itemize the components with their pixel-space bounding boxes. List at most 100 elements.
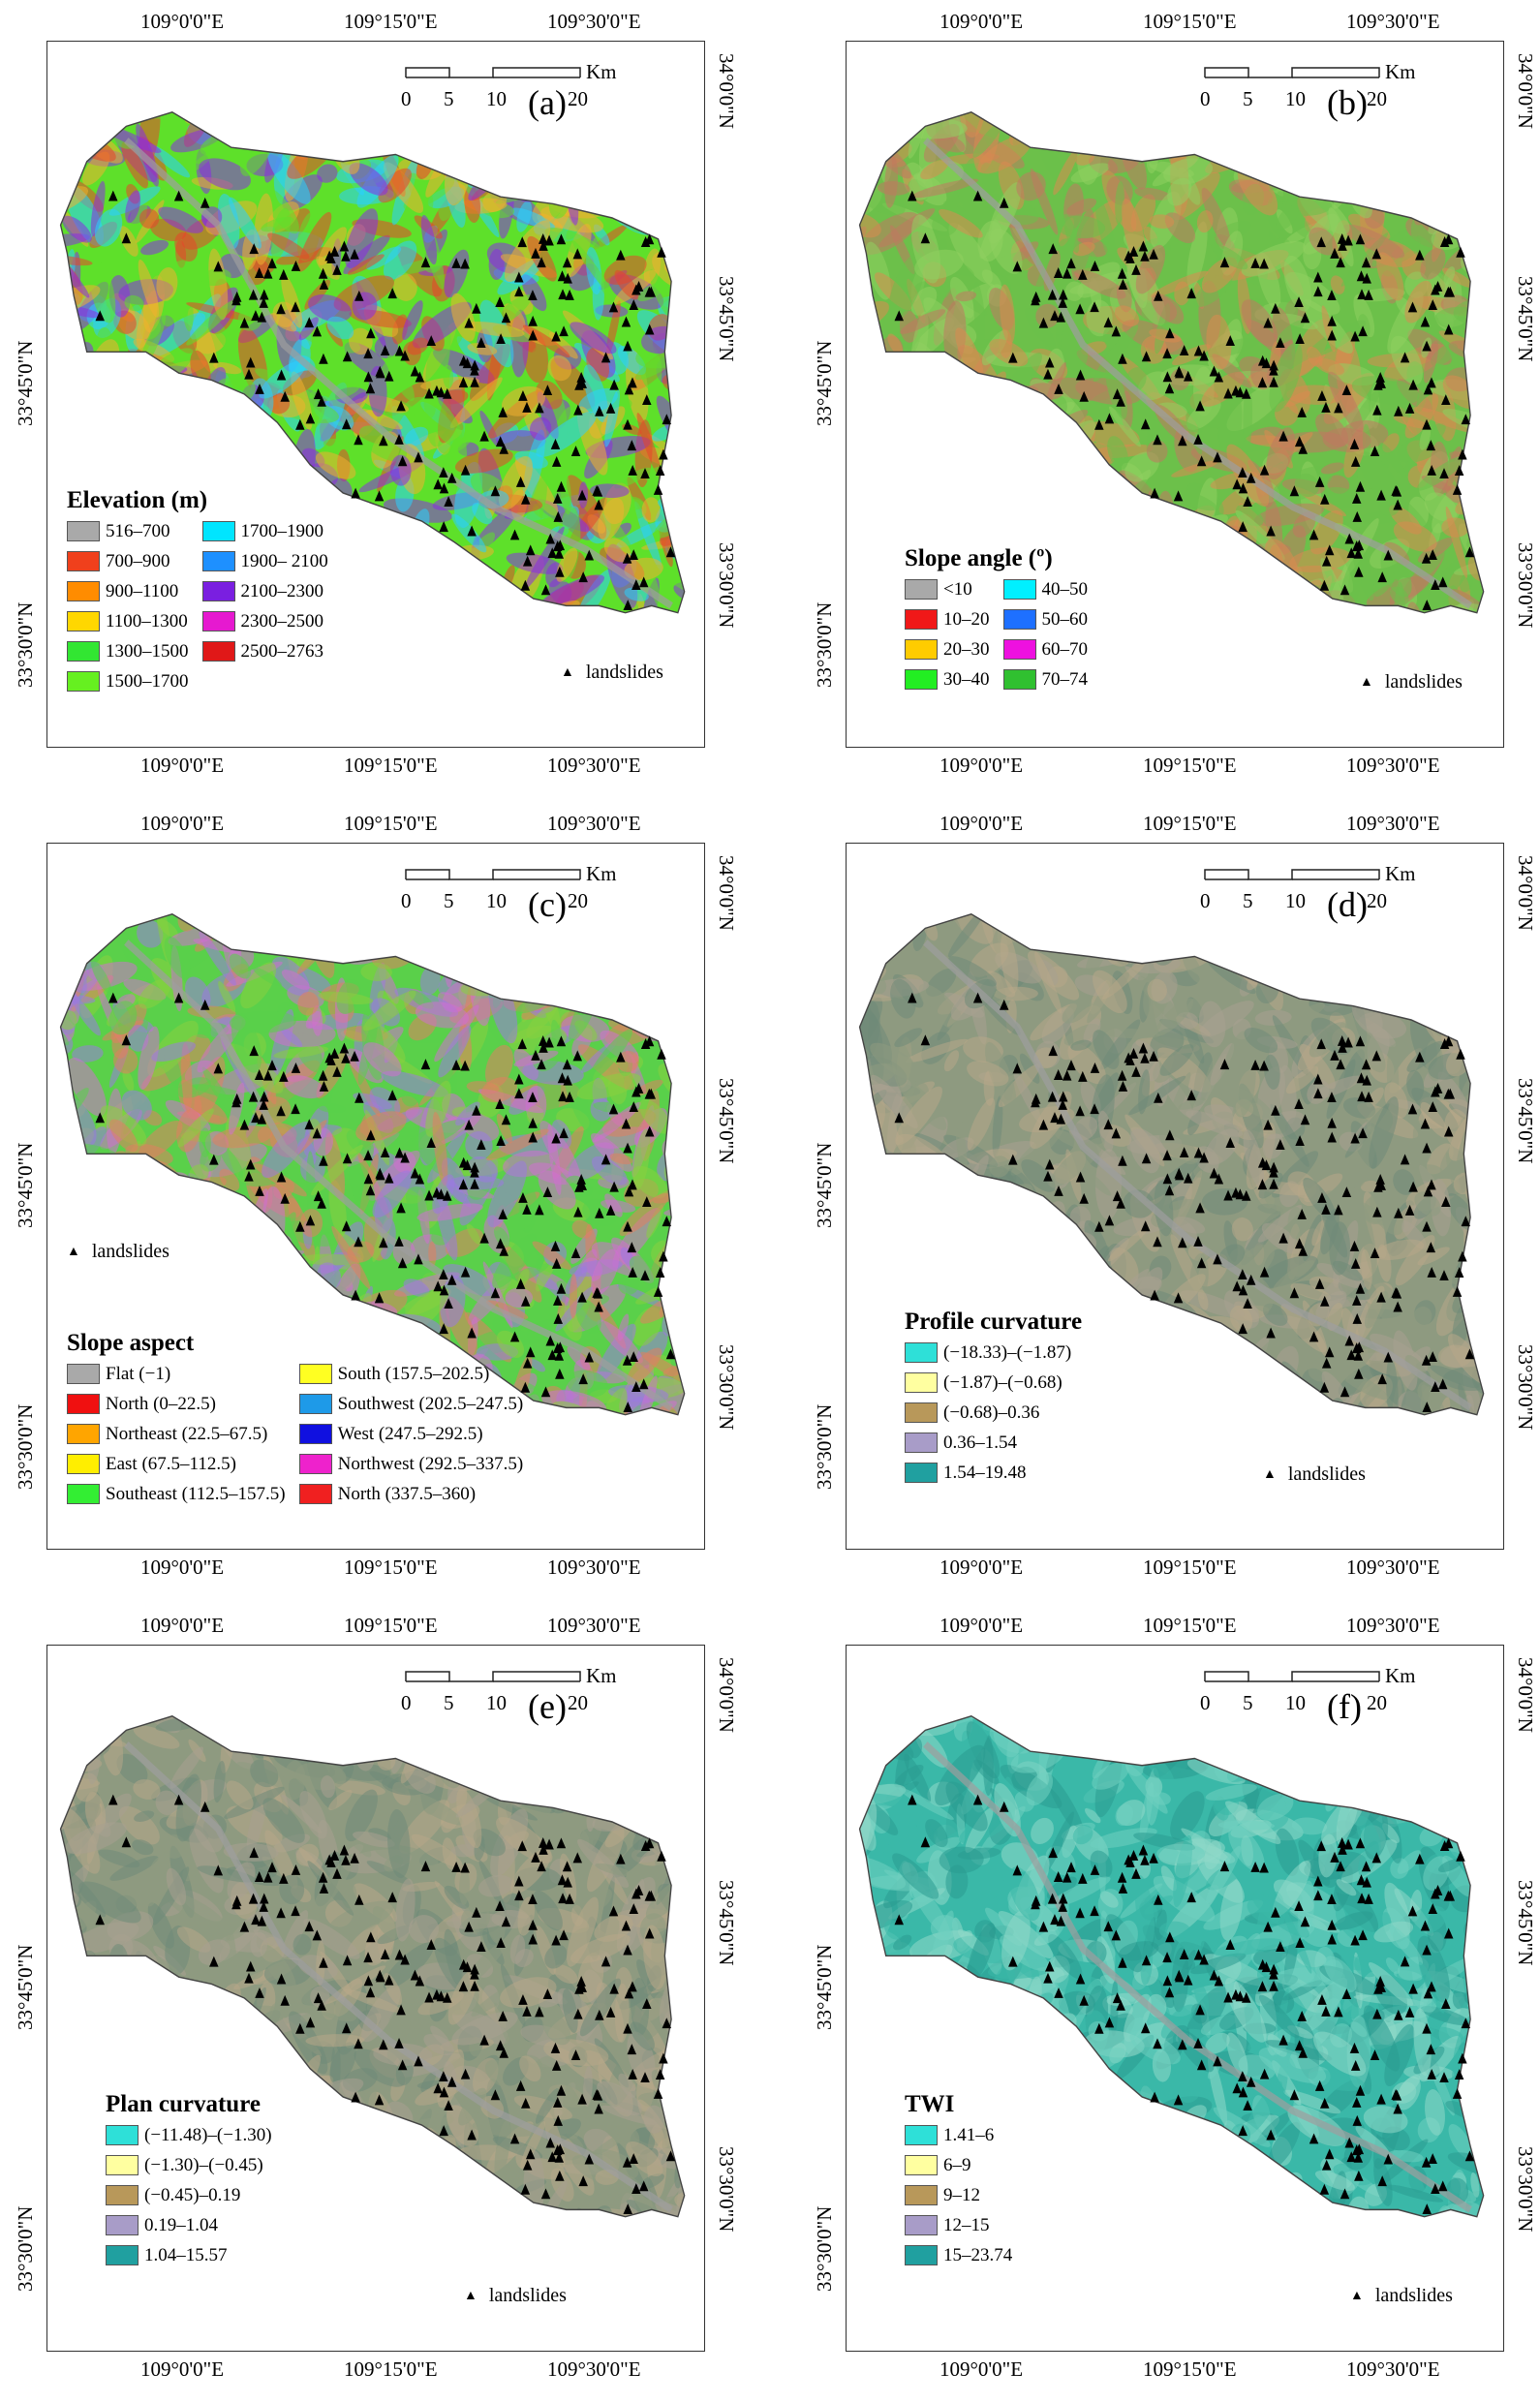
landslide-marker <box>1103 317 1114 328</box>
landslide-marker <box>332 1065 342 1077</box>
landslide-marker <box>552 2096 563 2108</box>
landslide-marker <box>246 1158 256 1170</box>
landslide-marker <box>1165 1129 1175 1141</box>
legend-label: East (67.5–112.5) <box>106 1453 236 1474</box>
landslide-marker <box>573 404 583 416</box>
scale-bar: 0 5 10 20 Km <box>1200 1664 1416 1714</box>
legend-label: <10 <box>943 578 972 600</box>
legend-swatch <box>905 1463 938 1483</box>
landslide-marker <box>623 340 632 352</box>
landslide-marker <box>1257 1179 1268 1190</box>
legend-swatch <box>1002 639 1036 660</box>
landslide-marker <box>414 2055 423 2067</box>
landslide-marker <box>460 464 471 476</box>
landslide-marker <box>556 480 567 492</box>
landslide-marker <box>528 315 538 326</box>
landslide-marker <box>1341 1186 1352 1197</box>
legend-label: 1500–1700 <box>106 670 189 692</box>
legend-label: (−11.48)–(−1.30) <box>144 2124 272 2145</box>
landslide-marker <box>572 1852 583 1864</box>
landslide-marker <box>601 352 611 363</box>
landslide-marker <box>501 1916 511 1927</box>
landslide-marker <box>1214 1173 1224 1185</box>
landslide-marker <box>1441 394 1451 406</box>
landslide-marker <box>458 1958 469 1970</box>
landslide-marker <box>577 2093 587 2105</box>
landslide-marker <box>1118 278 1128 290</box>
landslide-marker <box>1138 1042 1149 1054</box>
landslide-marker <box>350 248 359 260</box>
landslide-marker <box>557 1874 568 1886</box>
lat-label-left: 33°30'0"N <box>14 601 37 688</box>
lat-label-right: 33°45'0"N <box>715 1880 738 1966</box>
landslides-label: landslides <box>1384 671 1463 693</box>
landslide-marker <box>1330 1049 1340 1061</box>
landslide-marker <box>1338 1041 1347 1053</box>
landslide-marker <box>276 1171 287 1183</box>
landslide-marker <box>1422 1402 1432 1413</box>
legend-swatch <box>67 641 100 662</box>
landslide-marker <box>1404 1204 1415 1216</box>
landslide-marker <box>657 246 666 258</box>
landslide-marker <box>324 1854 334 1865</box>
landslide-marker <box>1461 1216 1471 1227</box>
landslide-marker <box>1349 2042 1360 2053</box>
landslide-marker <box>1415 249 1425 261</box>
landslide-marker <box>1238 1269 1247 1280</box>
landslide-marker <box>1238 2071 1247 2082</box>
landslide-marker <box>231 1895 242 1906</box>
landslide-marker <box>1012 1864 1023 1876</box>
landslide-marker <box>662 1216 672 1227</box>
landslide-marker <box>447 2076 457 2087</box>
landslide-marker <box>1394 405 1403 416</box>
landslide-marker <box>1062 267 1072 279</box>
landslide-marker <box>472 1906 481 1918</box>
landslide-marker <box>1421 2156 1432 2168</box>
landslide-marker <box>1038 1119 1049 1130</box>
landslide-marker <box>1422 2203 1432 2215</box>
landslide-marker <box>594 1301 603 1312</box>
landslide-marker <box>577 1291 587 1303</box>
legend-label: 1900– 2100 <box>240 550 328 571</box>
lon-label-bottom: 109°30'0"E <box>1346 754 1440 777</box>
landslide-marker <box>1340 1386 1350 1398</box>
lat-label-right: 33°30'0"N <box>1514 2146 1537 2233</box>
landslide-marker <box>1407 301 1418 313</box>
landslide-marker <box>339 1042 350 1054</box>
landslide-marker <box>1174 1969 1184 1981</box>
landslide-marker <box>396 1202 406 1214</box>
landslide-marker <box>644 1125 655 1137</box>
legend-item: 2100–2300 <box>201 578 328 604</box>
landslide-marker <box>424 1991 434 2003</box>
landslide-marker <box>439 2071 448 2082</box>
landslide-marker <box>1173 1292 1184 1304</box>
landslide-marker <box>528 1131 538 1143</box>
landslide-marker <box>522 555 533 567</box>
legend-item: 700–900 <box>67 548 189 574</box>
lat-label-right: 33°30'0"N <box>715 2146 738 2233</box>
landslide-marker <box>379 435 388 447</box>
landslide-marker <box>653 1285 663 1297</box>
legend-swatch <box>905 579 938 600</box>
landslide-marker <box>1259 258 1269 269</box>
scale-tick-label: 20 <box>568 87 588 110</box>
landslide-marker <box>477 1139 486 1151</box>
landslide-marker <box>972 190 983 201</box>
landslide-marker <box>522 2005 532 2017</box>
landslide-marker <box>1349 1240 1360 1251</box>
landslide-marker <box>1090 1103 1099 1115</box>
landslide-marker <box>213 261 224 272</box>
landslide-marker <box>593 2089 603 2101</box>
landslide-marker <box>291 1864 301 1875</box>
landslide-marker <box>1263 317 1273 328</box>
landslide-marker <box>542 1988 553 1999</box>
landslide-marker <box>1431 2183 1440 2195</box>
landslide-marker <box>528 1117 538 1128</box>
landslide-marker <box>365 1987 376 1998</box>
legend-title: TWI <box>905 2091 955 2117</box>
landslide-marker <box>305 1215 316 1226</box>
landslide-marker <box>605 1204 616 1216</box>
landslide-marker <box>1186 1090 1196 1101</box>
landslide-marker <box>1140 250 1150 262</box>
landslide-marker <box>1370 2049 1380 2061</box>
